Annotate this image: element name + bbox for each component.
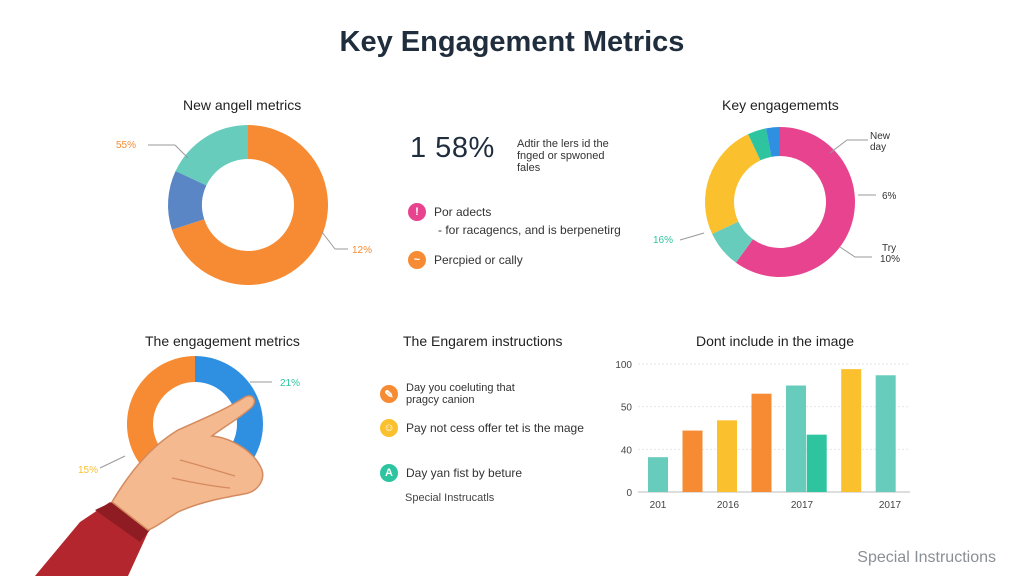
- bar: [682, 430, 703, 492]
- donut3-label-left: 15%: [78, 465, 98, 476]
- bottom-item-1-line-2: pragcy canion: [406, 394, 475, 406]
- center-bottom-title: The Engarem instructions: [403, 333, 563, 349]
- leader-line-bottom-right: [839, 246, 872, 258]
- metric-description: Adtir the lers id the fnged or spwoned f…: [517, 138, 609, 174]
- x-tick-label: 2017: [791, 500, 814, 511]
- leader-line-left: [99, 455, 126, 469]
- desc-line-3: fales: [517, 162, 541, 174]
- bar: [875, 375, 896, 492]
- x-tick-label: 2016: [717, 500, 740, 511]
- donut-slice-teal: [712, 221, 753, 263]
- donut-slice-pink: [735, 127, 855, 277]
- bottom-item-1-line-1: Day you coeluting that: [406, 382, 515, 394]
- desc-line-2: fnged or spwoned: [517, 150, 605, 162]
- bottom-item-2: ☺ Pay not cess offer tet is the mage: [380, 419, 584, 437]
- donut-slice-orange: [171, 125, 328, 285]
- smiley-icon: ☺: [380, 419, 398, 437]
- pointing-hand-icon: [35, 395, 264, 576]
- donut2-label-new: New: [870, 131, 891, 142]
- center-item-1-label: Por adects: [434, 205, 492, 219]
- bar-chart-title: Dont include in the image: [696, 333, 854, 349]
- bar: [717, 420, 737, 492]
- pencil-icon: ✎: [380, 385, 398, 403]
- donut-slice-yellow: [705, 134, 761, 234]
- donut-slice-blue: [168, 170, 207, 230]
- center-item-1-sub: - for racagencs, and is berpenetirg: [438, 223, 621, 237]
- bar: [786, 385, 806, 492]
- desc-line-1: Adtir the lers id the: [517, 138, 609, 150]
- x-tick-label: 201: [650, 500, 667, 511]
- donut2-label-day: day: [870, 142, 886, 153]
- bar: [751, 393, 772, 492]
- leaf-icon: ~: [408, 251, 426, 269]
- donut-slice-blue: [765, 127, 780, 157]
- finger-crease-1: [179, 459, 236, 477]
- donut3-label-right: 21%: [280, 378, 300, 389]
- special-note: Special Instrucatls: [405, 492, 495, 504]
- finger-crease-2: [171, 477, 231, 489]
- y-tick-100: 100: [615, 360, 632, 371]
- donut2-label-6: 6%: [882, 191, 897, 202]
- leader-line-left: [679, 232, 705, 241]
- leader-line-right: [321, 231, 336, 250]
- y-tick-0: 0: [626, 488, 632, 499]
- sleeve-cuff: [95, 502, 150, 542]
- bottom-item-2-label: Pay not cess offer tet is the mage: [406, 421, 584, 435]
- leader-line-top-right: [829, 139, 868, 154]
- y-tick-50: 50: [621, 403, 633, 414]
- footer-label: Special Instructions: [857, 549, 996, 566]
- leader-line-left-2: [174, 144, 189, 159]
- donut3-chart: 21% 15%: [35, 356, 300, 576]
- badge-a-icon: A: [380, 464, 398, 482]
- page-title: Key Engagement Metrics: [339, 26, 685, 58]
- donut1-title: New angell metrics: [183, 97, 302, 113]
- x-tick-label: 2017: [879, 500, 902, 511]
- center-item-2-label: Percpied or cally: [434, 253, 523, 267]
- donut2-label-try: Try: [882, 243, 896, 254]
- donut1-label-right: 12%: [352, 245, 372, 256]
- bar: [648, 457, 668, 492]
- donut-slice-teal: [175, 125, 248, 186]
- donut1-label-left: 55%: [116, 140, 136, 151]
- exclaim-icon: !: [408, 203, 426, 221]
- big-metric: 1 58%: [410, 132, 495, 164]
- bar-chart: 0 40 50 100 201 2016 2017 2017: [615, 360, 910, 511]
- donut2-label-10: 10%: [880, 254, 900, 265]
- donut2-title: Key engagememts: [722, 97, 839, 113]
- bottom-item-1-text: Day you coeluting that pragcy canion: [406, 382, 515, 406]
- donut2-label-16: 16%: [653, 235, 673, 246]
- y-tick-40: 40: [621, 445, 633, 456]
- center-item-1: ! Por adects: [408, 203, 491, 221]
- donut1-chart: 55% 12%: [116, 125, 372, 285]
- donut-slice-green: [748, 128, 772, 161]
- bar: [841, 369, 862, 492]
- bottom-item-3-label: Day yan fist by beture: [406, 466, 523, 480]
- donut-slice-blue: [195, 356, 263, 480]
- bar: [806, 434, 827, 492]
- bottom-item-1: ✎ Day you coeluting that pragcy canion: [380, 382, 515, 406]
- hand: [111, 395, 264, 531]
- bottom-item-3: A Day yan fist by beture: [380, 464, 522, 482]
- center-item-2: ~ Percpied or cally: [408, 251, 523, 269]
- donut3-title: The engagement metrics: [145, 333, 300, 349]
